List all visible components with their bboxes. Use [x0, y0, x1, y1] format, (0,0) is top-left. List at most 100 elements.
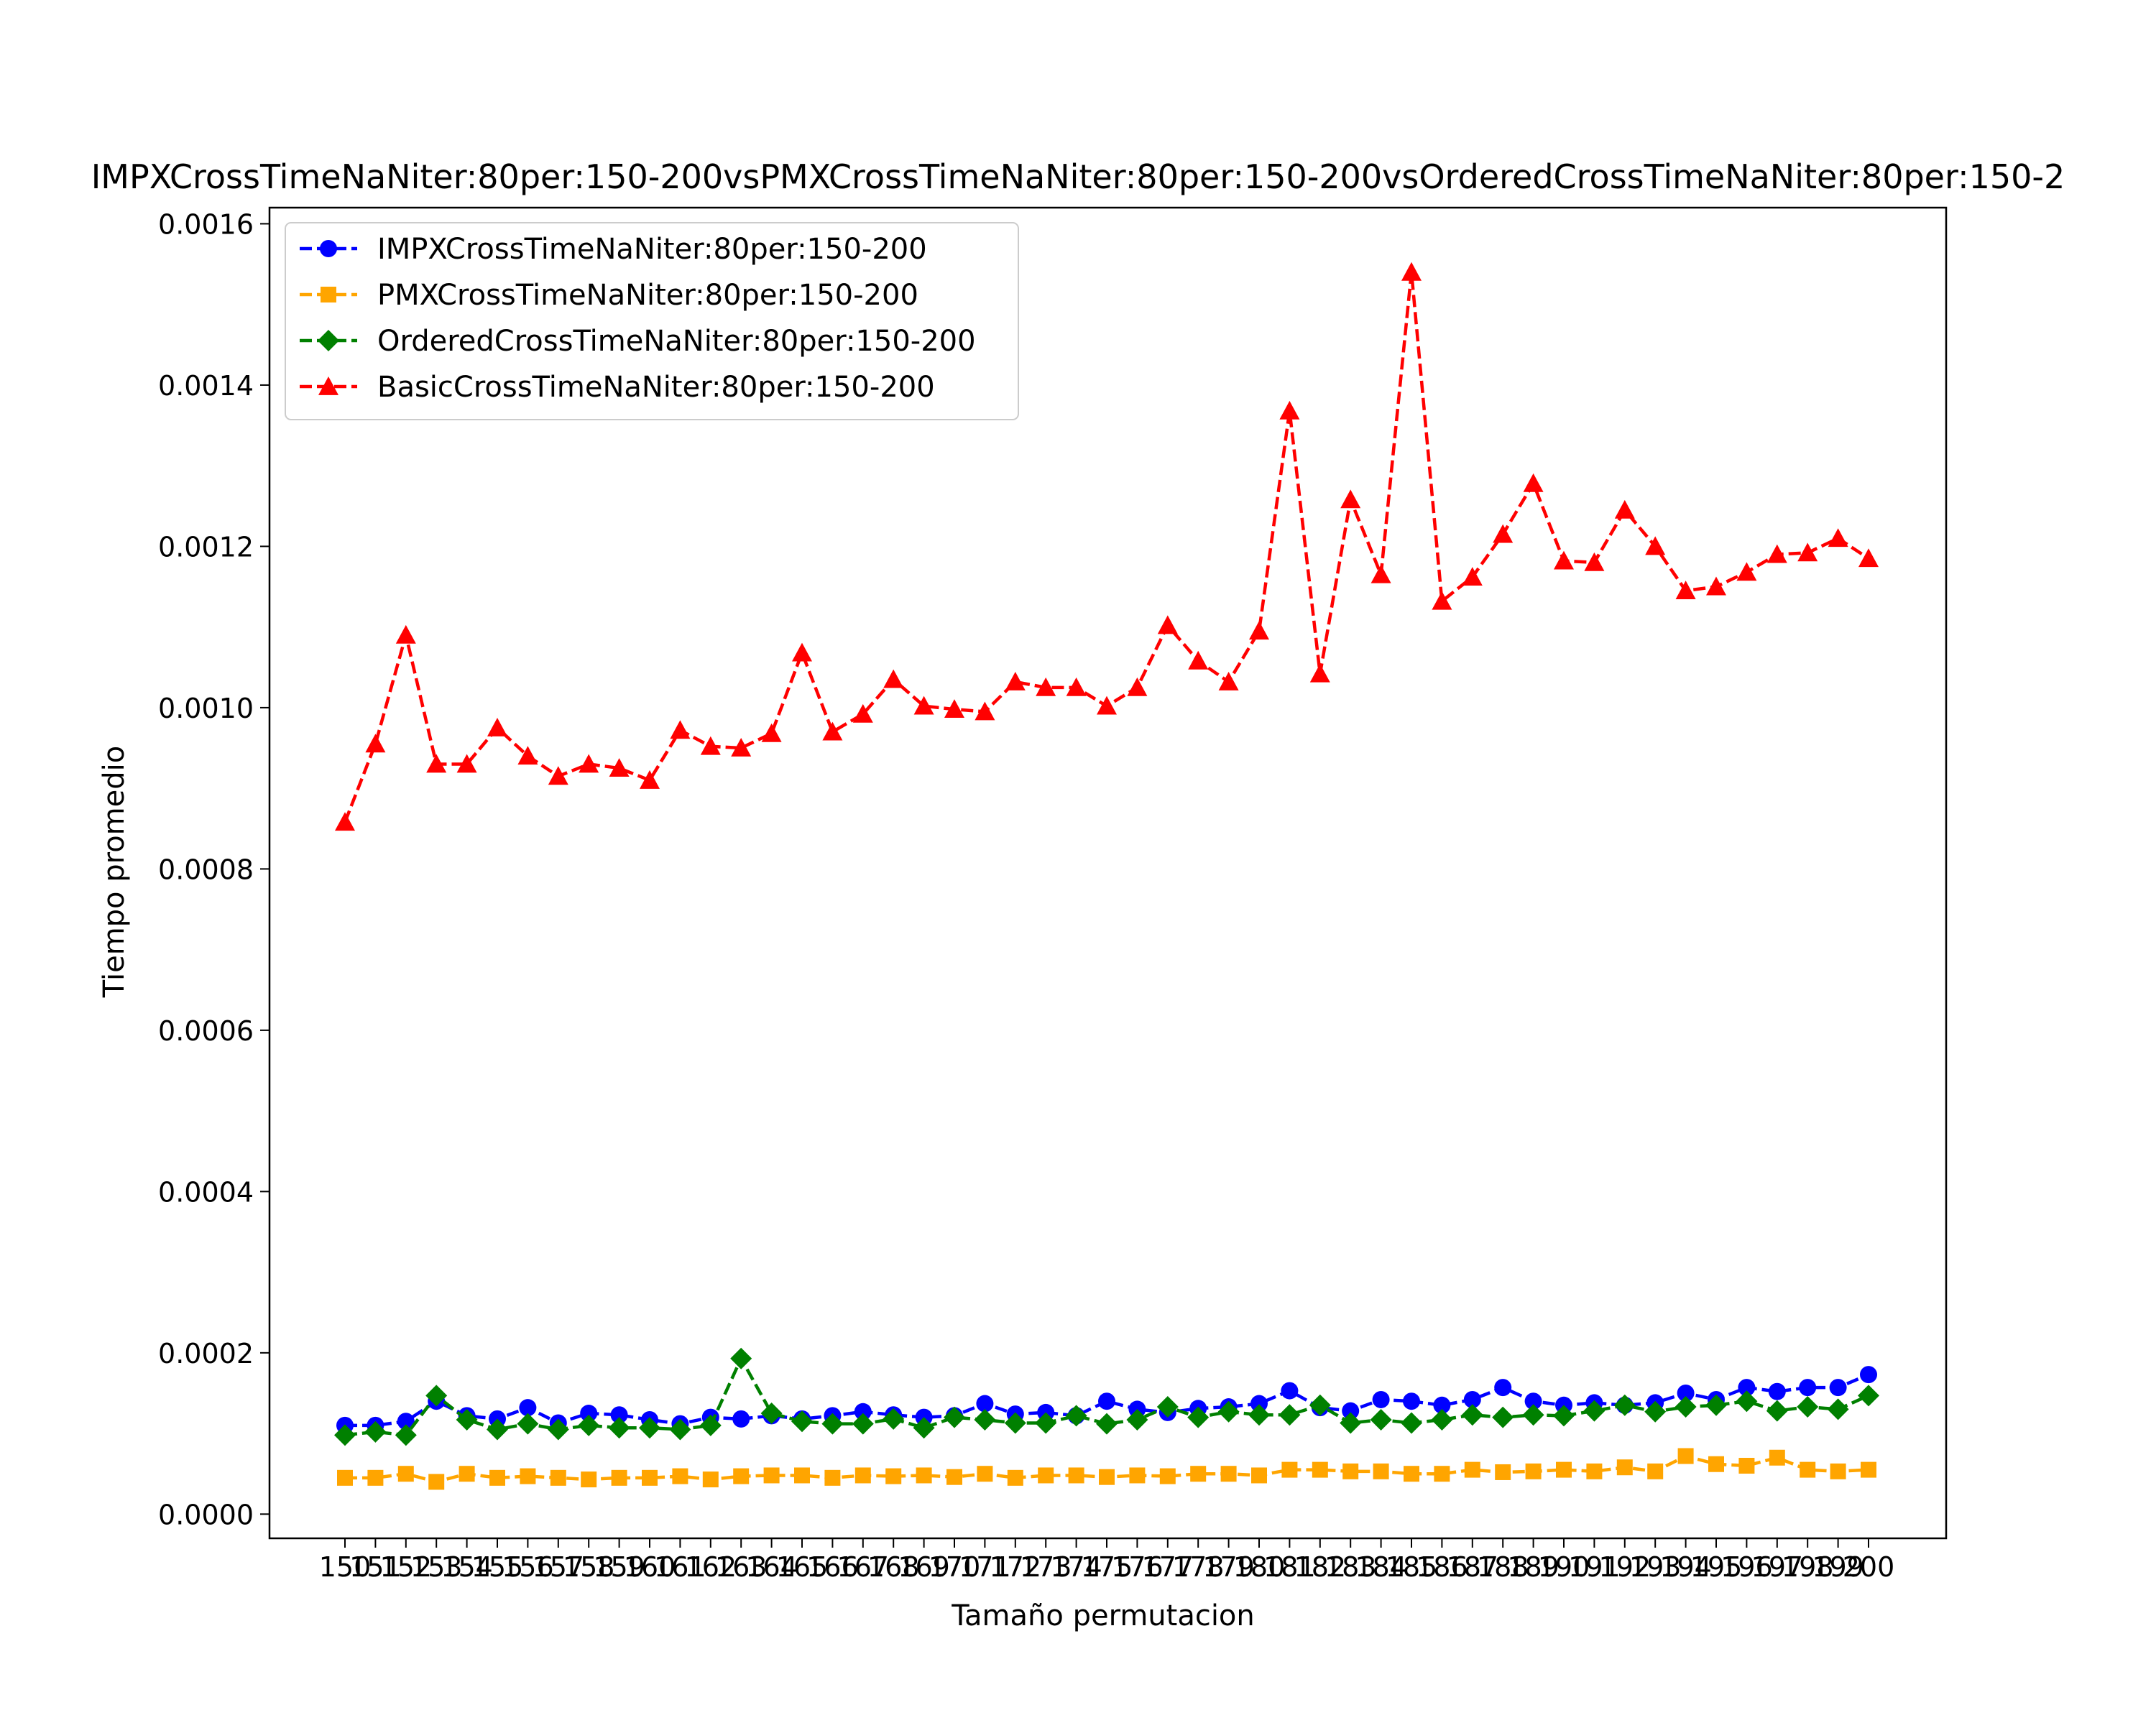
series-2-point	[1495, 1464, 1511, 1480]
series-1-point	[1494, 1379, 1512, 1397]
x-tick-label: 176	[1111, 1551, 1164, 1583]
series-4-point	[1188, 650, 1209, 670]
series-4-point	[761, 723, 782, 742]
x-tick-label: 162	[685, 1551, 737, 1583]
series-4-point	[1584, 552, 1605, 571]
series-3-point	[883, 1408, 905, 1430]
series-3-point	[364, 1420, 387, 1443]
series-1-point	[1433, 1396, 1451, 1414]
series-3-point	[1461, 1404, 1483, 1426]
series-2-point	[520, 1468, 536, 1484]
series-4-point	[1066, 677, 1087, 696]
series-2-point	[428, 1474, 445, 1490]
series-2-point	[763, 1467, 780, 1484]
series-4-point	[1675, 581, 1696, 600]
series-1-point	[580, 1405, 598, 1423]
series-4-point	[1828, 528, 1848, 547]
series-1-point	[397, 1413, 415, 1431]
series-4-point	[426, 754, 447, 773]
series-4-point	[944, 699, 964, 719]
series-2-point	[1830, 1463, 1846, 1479]
series-1-point	[1463, 1390, 1481, 1408]
series-2-point	[946, 1469, 962, 1485]
x-tick-label: 195	[1690, 1551, 1743, 1583]
series-3-point	[669, 1418, 691, 1441]
series-4-point	[1005, 671, 1026, 690]
x-tick-label: 154	[441, 1551, 493, 1583]
series-4-point	[1401, 262, 1422, 281]
series-3-point	[1309, 1394, 1331, 1416]
series-3-point	[699, 1414, 722, 1436]
series-3-point	[1705, 1394, 1727, 1416]
series-3-point	[608, 1417, 630, 1439]
series-2-point	[1677, 1448, 1694, 1464]
x-tick-label: 159	[593, 1551, 645, 1583]
series-2-point	[1312, 1461, 1328, 1478]
series-4-point	[1432, 591, 1452, 610]
series-3-point	[1613, 1394, 1636, 1416]
x-tick-label: 186	[1416, 1551, 1468, 1583]
series-1-point	[1829, 1379, 1847, 1397]
series-3-point	[791, 1410, 813, 1433]
x-tick-label: 179	[1202, 1551, 1255, 1583]
x-tick-label: 165	[776, 1551, 829, 1583]
series-2-point	[794, 1467, 810, 1484]
legend-box	[285, 222, 1019, 420]
x-tick-label: 161	[654, 1551, 706, 1583]
series-4-point	[1127, 677, 1148, 696]
y-tick-label: 0.0016	[158, 208, 254, 240]
x-tick-label: 190	[1538, 1551, 1590, 1583]
series-2-point	[1220, 1466, 1237, 1482]
series-3-point	[1370, 1409, 1392, 1431]
series-2-point	[1007, 1469, 1023, 1486]
series-2-point	[916, 1467, 932, 1484]
legend-label: OrderedCrossTimeNaNiter:80per:150-200	[377, 325, 976, 358]
series-4-point	[456, 754, 477, 773]
series-1-point	[1281, 1382, 1299, 1400]
series-3-point	[913, 1417, 935, 1439]
series-4-point	[1462, 567, 1483, 586]
series-3-point	[425, 1385, 448, 1407]
series-4-point	[883, 669, 904, 688]
series-2-point	[1525, 1463, 1542, 1479]
series-3-point	[730, 1347, 752, 1369]
series-3-point	[1522, 1404, 1544, 1426]
x-tick-label: 168	[867, 1551, 920, 1583]
series-2-point	[337, 1469, 353, 1486]
series-4-point	[1309, 663, 1330, 683]
x-tick-label: 173	[1020, 1551, 1072, 1583]
series-2-point	[642, 1469, 658, 1486]
series-1-point	[1524, 1392, 1542, 1410]
series-2-point	[1068, 1467, 1084, 1484]
series-4-point	[1036, 677, 1056, 696]
series-4-point	[1858, 548, 1879, 568]
series-1-point	[1738, 1379, 1756, 1397]
series-1-point	[1342, 1402, 1360, 1420]
y-tick-label: 0.0010	[158, 693, 254, 724]
series-3-point	[821, 1413, 844, 1435]
series-2-point	[1129, 1467, 1146, 1484]
series-3-point	[1156, 1396, 1179, 1418]
series-4-point	[487, 717, 507, 736]
series-4-point	[913, 696, 934, 715]
series-4-point	[335, 812, 355, 831]
legend-label: IMPXCrossTimeNaNiter:80per:150-200	[377, 233, 927, 266]
series-4-point	[975, 701, 995, 721]
series-3-point	[334, 1424, 356, 1446]
series-2-point	[611, 1469, 627, 1486]
series-4-point	[1706, 576, 1726, 596]
legend-marker	[320, 240, 337, 257]
series-3-point	[1492, 1406, 1514, 1428]
series-4-point	[1645, 536, 1666, 555]
series-3-point	[487, 1418, 508, 1441]
series-3-point	[1340, 1412, 1362, 1434]
series-2-point	[1434, 1466, 1450, 1482]
x-tick-label: 156	[502, 1551, 554, 1583]
series-4-point	[731, 738, 752, 757]
x-tick-label: 170	[929, 1551, 981, 1583]
series-3-point	[1797, 1396, 1819, 1418]
series-3-point	[1065, 1405, 1087, 1427]
legend-label: PMXCrossTimeNaNiter:80per:150-200	[377, 279, 918, 312]
